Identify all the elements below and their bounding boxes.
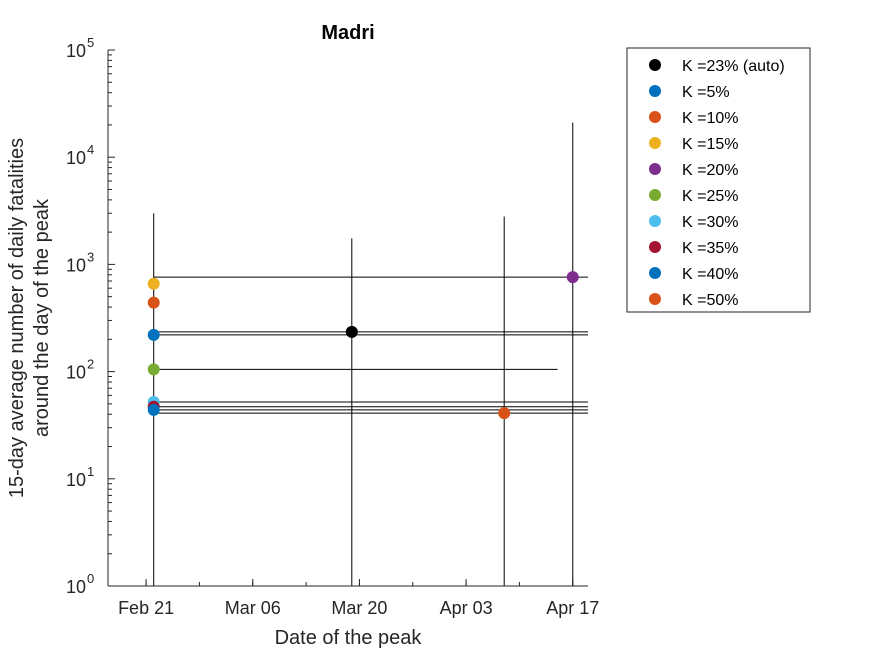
y-tick-label: 10	[66, 41, 86, 61]
data-point	[345, 325, 358, 338]
legend-marker	[649, 111, 661, 123]
y-tick-label: 10	[66, 470, 86, 490]
legend-label: K =10%	[682, 110, 738, 127]
legend-marker	[649, 59, 661, 71]
legend-marker	[649, 241, 661, 253]
y-tick-exponent: 5	[87, 35, 94, 50]
legend-label: K =23% (auto)	[682, 58, 785, 75]
data-point	[566, 271, 579, 284]
legend-marker	[649, 85, 661, 97]
x-ticks: Feb 21 Mar 06 Mar 20 Apr 03 Apr 17	[118, 579, 599, 618]
legend-marker	[649, 189, 661, 201]
legend-label: K =40%	[682, 266, 738, 283]
legend-label: K =35%	[682, 240, 738, 257]
legend-label: K =50%	[682, 292, 738, 309]
legend-label: K =20%	[682, 162, 738, 179]
data-points	[147, 271, 579, 420]
y-tick-label: 10	[66, 255, 86, 275]
x-tick-label: Apr 17	[546, 598, 599, 618]
x-tick-label: Mar 20	[331, 598, 387, 618]
y-axis-label-line-2: around the day of the peak	[31, 198, 53, 437]
y-axis-label-line-1: 15-day average number of daily fatalitie…	[6, 138, 28, 498]
data-point	[498, 407, 511, 420]
y-tick-exponent: 2	[87, 357, 94, 372]
data-point	[147, 277, 160, 290]
data-point	[147, 296, 160, 309]
y-tick-label: 10	[66, 577, 86, 597]
x-tick-label: Feb 21	[118, 598, 174, 618]
legend: K =23% (auto) K =5% K =10% K =15% K =20% K =2…	[626, 47, 811, 313]
legend-marker	[649, 163, 661, 175]
y-tick-exponent: 1	[87, 464, 94, 479]
data-point	[147, 328, 160, 341]
y-tick-exponent: 0	[87, 571, 94, 586]
legend-marker	[649, 267, 661, 279]
y-tick-exponent: 4	[87, 142, 94, 157]
legend-label: K =25%	[682, 188, 738, 205]
error-bars	[153, 122, 588, 586]
legend-marker	[649, 215, 661, 227]
data-point	[147, 363, 160, 376]
y-tick-label: 10	[66, 148, 86, 168]
legend-label: K =15%	[682, 136, 738, 153]
x-tick-label: Mar 06	[225, 598, 281, 618]
y-tick-exponent: 3	[87, 249, 94, 264]
x-axis-label: Date of the peak	[275, 627, 423, 649]
chart-title: Madri	[321, 22, 374, 44]
legend-marker	[649, 293, 661, 305]
data-point	[147, 403, 160, 416]
axes	[107, 50, 588, 587]
legend-label: K =30%	[682, 214, 738, 231]
y-tick-label: 10	[66, 363, 86, 383]
legend-marker	[649, 137, 661, 149]
legend-label: K =5%	[682, 84, 730, 101]
y-axis-label: 15-day average number of daily fatalitie…	[6, 138, 53, 498]
x-tick-label: Apr 03	[440, 598, 493, 618]
